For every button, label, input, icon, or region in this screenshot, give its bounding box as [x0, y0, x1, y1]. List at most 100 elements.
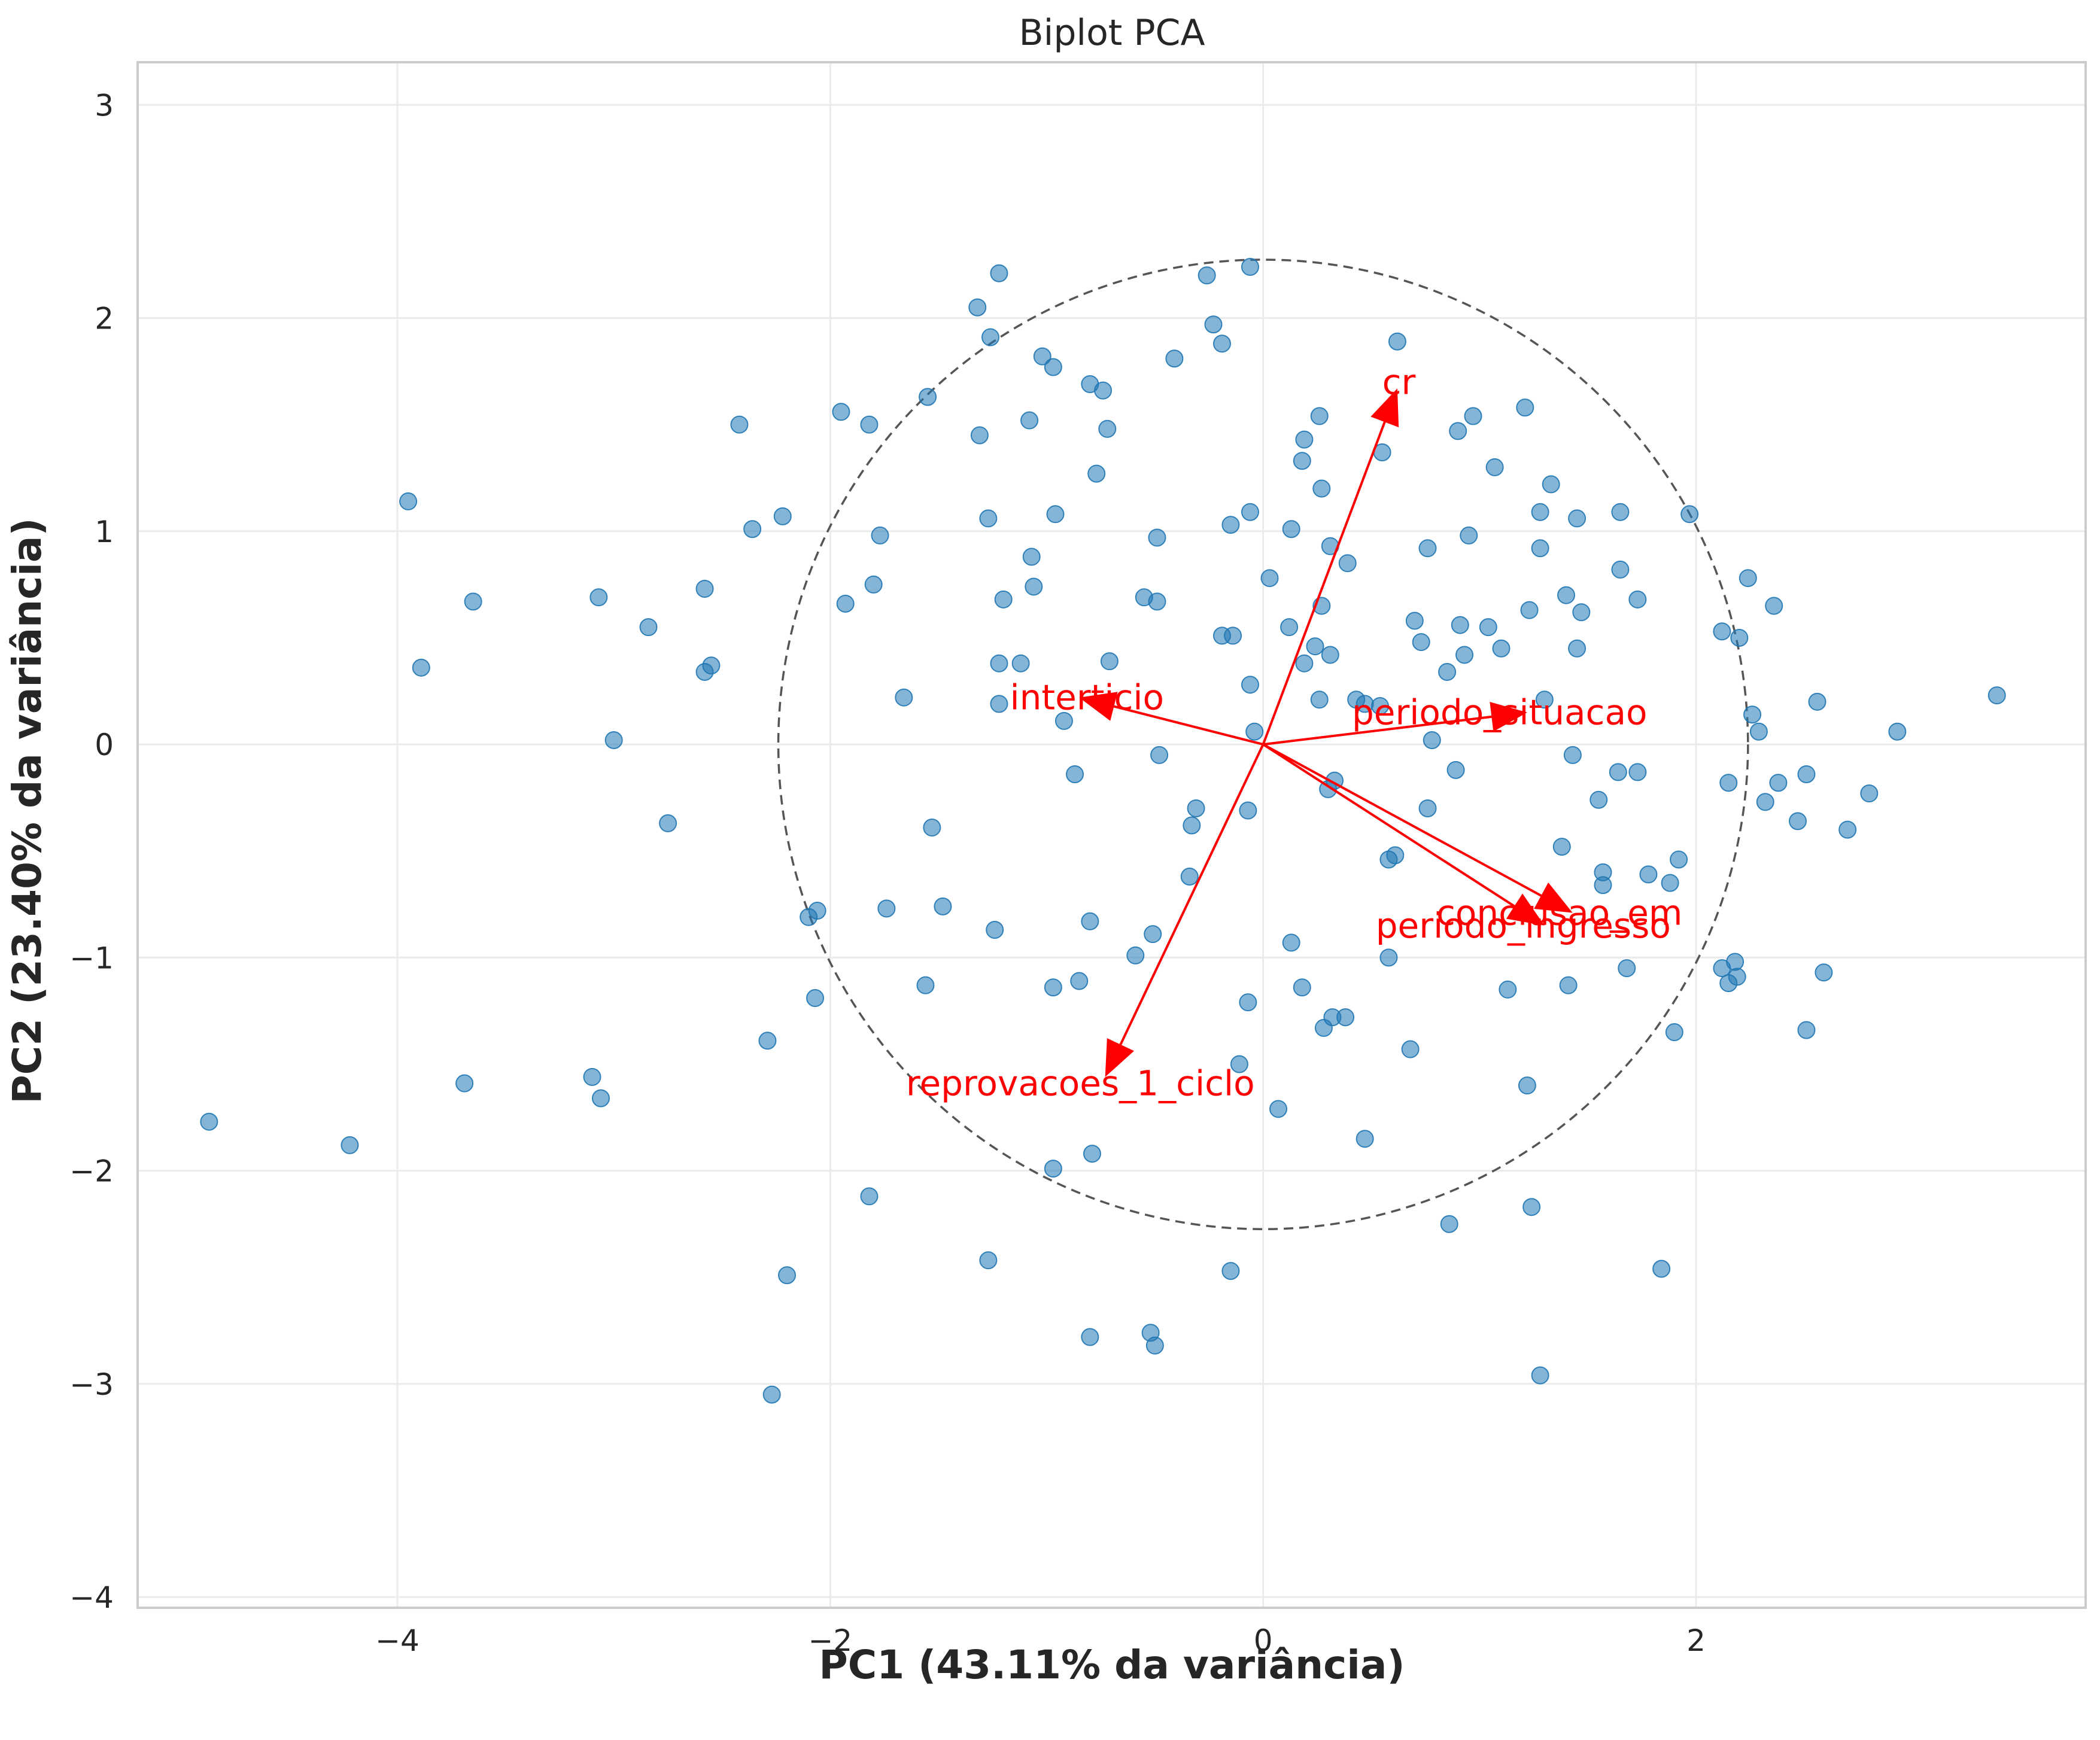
loading-arrow-head: [1534, 882, 1573, 913]
data-point: [1025, 577, 1043, 596]
data-point: [1241, 676, 1259, 694]
loading-arrow-head: [1079, 692, 1118, 721]
data-point: [1730, 628, 1749, 647]
data-point: [1726, 953, 1745, 971]
data-point: [1670, 850, 1688, 869]
data-point: [1081, 1328, 1099, 1346]
data-point: [1590, 790, 1608, 809]
loading-vector-interticio: interticio: [1010, 677, 1264, 746]
y-tick-label: −2: [69, 1154, 114, 1189]
data-point: [1418, 539, 1437, 558]
loading-arrow-line: [1263, 715, 1492, 746]
data-point: [1739, 569, 1757, 588]
data-point: [639, 618, 658, 637]
tick-labels: −4 −2 0 2 −4 −3 −2 −1 0 1 2 3: [69, 88, 1706, 1658]
data-point: [990, 654, 1008, 673]
data-point: [1295, 430, 1314, 449]
data-point: [1221, 1262, 1240, 1280]
data-point: [200, 1112, 218, 1131]
data-point: [1282, 520, 1300, 539]
data-point: [864, 575, 883, 594]
data-point: [1033, 347, 1051, 366]
data-point: [1531, 1366, 1549, 1385]
x-tick-label: −2: [808, 1623, 852, 1658]
data-point: [1652, 1260, 1671, 1278]
data-point: [1144, 925, 1162, 944]
loading-vector-cr: cr: [1262, 361, 1415, 745]
data-point: [836, 594, 855, 613]
data-point: [1815, 963, 1833, 982]
data-point: [1148, 592, 1166, 611]
data-point: [1183, 816, 1201, 835]
loading-label: reprovacoes_1_ciclo: [906, 1063, 1255, 1104]
data-point: [695, 662, 714, 681]
data-point: [860, 1187, 879, 1206]
data-point: [1609, 763, 1627, 781]
loading-arrow-line: [1119, 744, 1265, 1045]
data-point: [1020, 411, 1039, 430]
data-point: [1310, 690, 1329, 709]
data-point: [986, 921, 1004, 939]
data-point: [1388, 332, 1406, 351]
data-point: [591, 1089, 610, 1108]
data-point: [1070, 972, 1089, 990]
data-point: [1180, 867, 1199, 886]
data-point: [1269, 1100, 1287, 1118]
plot-frame: [136, 61, 2087, 1609]
data-point: [1046, 505, 1065, 524]
data-point: [1126, 946, 1145, 965]
data-point: [1356, 1130, 1374, 1148]
data-point: [412, 658, 430, 677]
data-point: [1888, 722, 1907, 741]
data-point: [1412, 633, 1430, 652]
data-point: [1563, 746, 1582, 764]
data-point: [1665, 1023, 1683, 1042]
data-point: [1314, 1018, 1333, 1037]
data-point: [1542, 475, 1560, 494]
data-point: [1594, 876, 1612, 895]
loading-arrow-head: [1490, 702, 1527, 732]
data-point: [1401, 1040, 1420, 1058]
data-point: [1455, 646, 1474, 664]
data-point: [919, 388, 937, 406]
data-point: [1628, 763, 1647, 781]
data-point: [1245, 722, 1264, 741]
data-point: [1239, 801, 1257, 820]
data-point: [1440, 1215, 1458, 1233]
data-point: [1306, 637, 1324, 656]
data-point: [1187, 799, 1205, 817]
data-point: [1479, 618, 1497, 637]
data-point: [1150, 746, 1169, 764]
data-point: [1568, 639, 1587, 658]
data-point: [1280, 618, 1299, 637]
data-point: [1492, 639, 1511, 658]
data-point: [1568, 509, 1587, 528]
data-point: [455, 1074, 474, 1093]
data-point: [1499, 980, 1517, 999]
data-point: [1797, 1021, 1816, 1039]
data-point: [979, 1251, 998, 1270]
data-point: [1230, 1055, 1248, 1073]
data-point: [1165, 349, 1184, 368]
data-point: [1423, 731, 1441, 749]
data-point: [1293, 452, 1311, 470]
data-point: [1081, 912, 1099, 930]
data-point: [1618, 959, 1636, 978]
data-point: [1788, 812, 1807, 831]
data-point: [1094, 381, 1113, 400]
data-point: [1044, 978, 1062, 997]
data-point: [895, 688, 913, 707]
data-point: [1293, 978, 1311, 997]
data-point: [1446, 761, 1465, 779]
data-point: [1661, 874, 1679, 892]
data-point: [1522, 1198, 1541, 1216]
loading-arrow-head: [1105, 1038, 1134, 1077]
loading-label: periodo_ingresso: [1376, 905, 1671, 946]
data-point: [1520, 601, 1539, 619]
y-tick-label: −1: [69, 941, 114, 975]
data-point: [923, 819, 941, 837]
scatter-points: [200, 258, 2006, 1404]
data-point: [970, 426, 989, 445]
data-point: [1518, 1076, 1536, 1095]
